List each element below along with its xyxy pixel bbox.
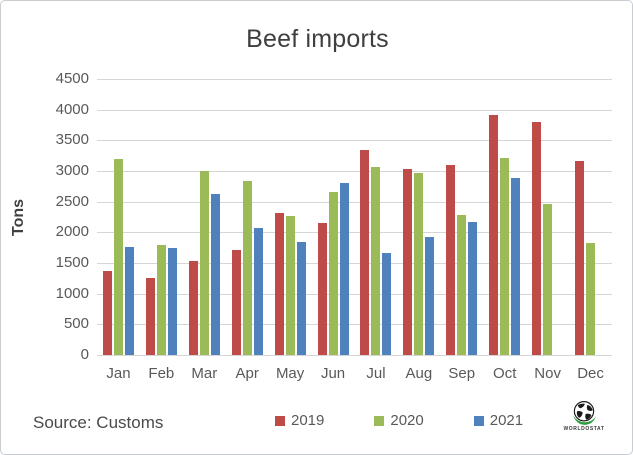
bar-2019-jan — [102, 271, 112, 355]
bar-2019-aug — [403, 169, 413, 355]
x-axis-line — [97, 355, 612, 356]
x-tick-label: Nov — [534, 365, 561, 382]
gridline — [97, 324, 612, 325]
legend-swatch-2019 — [275, 415, 285, 426]
bar-2020-apr — [242, 181, 252, 355]
bar-2021-jan — [124, 247, 134, 355]
bar-2021-feb — [167, 248, 177, 355]
gridline — [97, 171, 612, 172]
category-slot-dec — [569, 79, 612, 355]
legend-label-2019: 2019 — [291, 412, 325, 429]
y-tick-label: 1500 — [55, 254, 89, 271]
bar-2021-aug — [425, 237, 435, 355]
bar-2020-jan — [113, 159, 123, 355]
bar-2020-oct — [500, 158, 510, 355]
y-tick-label: 4000 — [55, 101, 89, 118]
bar-2019-mar — [188, 261, 198, 355]
bar-2020-sep — [457, 215, 467, 355]
y-tick-label: 0 — [80, 346, 89, 363]
y-axis-title: Tons — [10, 198, 27, 236]
bar-2021-oct — [511, 178, 521, 355]
bar-2020-feb — [156, 245, 166, 355]
x-tick-label: Sep — [448, 365, 476, 382]
legend-item-2020: 2020 — [374, 412, 424, 429]
bar-2020-nov — [543, 204, 553, 355]
x-tick-label: Jun — [320, 365, 346, 382]
legend-label-2021: 2021 — [489, 412, 524, 429]
x-tick-label: May — [275, 365, 305, 382]
bar-2021-apr — [253, 228, 263, 355]
chart-title: Beef imports — [246, 25, 389, 53]
legend-label-2020: 2020 — [390, 412, 424, 429]
y-tick-label: 4500 — [55, 70, 89, 87]
bar-2019-nov — [532, 122, 542, 355]
y-tick-label: 2500 — [55, 193, 89, 210]
bar-2019-feb — [145, 278, 155, 355]
bar-2019-jul — [360, 150, 370, 355]
bar-2020-mar — [199, 171, 209, 355]
category-slot-sep — [440, 79, 483, 355]
bar-2020-jul — [371, 167, 381, 355]
y-tick-label: 3000 — [55, 162, 89, 179]
gridline — [97, 232, 612, 233]
bar-2021-sep — [468, 222, 478, 355]
category-slot-may — [269, 79, 312, 355]
category-slot-aug — [397, 79, 440, 355]
category-slot-feb — [140, 79, 183, 355]
bar-2019-sep — [446, 165, 456, 355]
category-slot-mar — [183, 79, 226, 355]
x-tick-label: Mar — [191, 365, 218, 382]
x-tick-label: Feb — [148, 365, 175, 382]
category-slot-nov — [526, 79, 569, 355]
gridline — [97, 110, 612, 111]
legend-item-2019: 2019 — [275, 412, 324, 429]
bar-2019-dec — [575, 161, 585, 355]
bar-2021-jun — [339, 183, 349, 355]
bar-2020-jun — [328, 192, 338, 355]
x-tick-label: Jul — [366, 365, 386, 382]
logo: WORLDOSTAT — [557, 399, 611, 432]
bar-2021-jul — [382, 253, 392, 355]
bar-2019-apr — [231, 250, 241, 355]
legend-swatch-2020 — [374, 415, 385, 426]
category-slot-jun — [312, 79, 355, 355]
y-tick-label: 500 — [63, 315, 89, 332]
gridline — [97, 202, 612, 203]
gridline — [97, 79, 612, 80]
legend-item-2021: 2021 — [473, 412, 524, 429]
category-slot-jan — [97, 79, 140, 355]
legend-swatch-2021 — [473, 415, 484, 426]
logo-wordmark: WORLDOSTAT — [563, 426, 605, 432]
bar-2020-may — [285, 216, 295, 355]
y-tick-label: 1000 — [55, 285, 89, 302]
plot-area: 0 500 1000 1500 2000 2500 3000 3500 4000 4500 Jan F… — [56, 70, 612, 382]
x-tick-label: Dec — [577, 365, 604, 382]
x-tick-label: Jan — [106, 365, 131, 382]
bar-2020-aug — [414, 173, 424, 355]
bar-2021-mar — [210, 194, 220, 355]
y-tick-label: 2000 — [55, 223, 89, 240]
x-tick-label: Oct — [493, 365, 517, 382]
legend: 2019 2020 2021 — [275, 412, 523, 429]
gridline — [97, 140, 612, 141]
category-slot-apr — [226, 79, 269, 355]
category-slot-oct — [483, 79, 526, 355]
y-tick-label: 3500 — [55, 131, 89, 148]
globe-icon — [573, 401, 596, 425]
gridline — [97, 294, 612, 295]
bar-2020-dec — [586, 243, 596, 355]
category-slot-jul — [355, 79, 398, 355]
bar-2019-oct — [489, 115, 499, 355]
source-label: Source: Customs — [33, 413, 164, 432]
bar-2021-may — [296, 242, 306, 355]
x-tick-label: Apr — [235, 365, 259, 382]
bar-2019-may — [274, 213, 284, 355]
bar-2019-jun — [317, 223, 327, 355]
x-tick-label: Aug — [405, 365, 433, 382]
gridline — [97, 263, 612, 264]
